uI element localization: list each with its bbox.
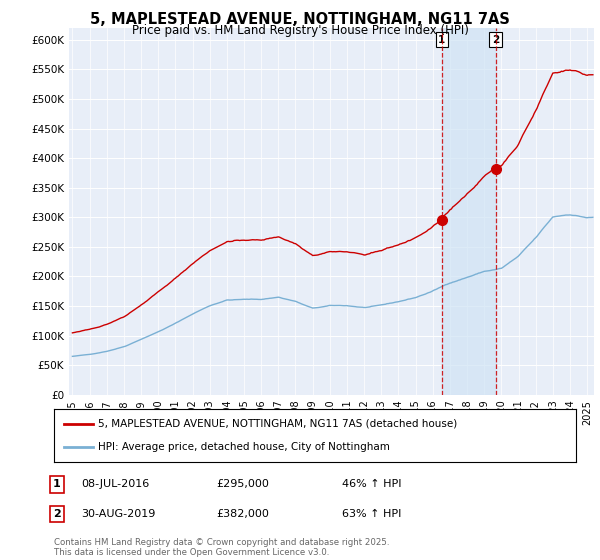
Text: £295,000: £295,000 [216, 479, 269, 489]
Bar [442, 28, 496, 395]
Text: 2: 2 [492, 35, 499, 45]
Text: £382,000: £382,000 [216, 509, 269, 519]
Text: Contains HM Land Registry data © Crown copyright and database right 2025.
This d: Contains HM Land Registry data © Crown c… [54, 538, 389, 557]
Text: 5, MAPLESTEAD AVENUE, NOTTINGHAM, NG11 7AS: 5, MAPLESTEAD AVENUE, NOTTINGHAM, NG11 7… [90, 12, 510, 27]
Text: HPI: Average price, detached house, City of Nottingham: HPI: Average price, detached house, City… [98, 442, 390, 452]
Text: Price paid vs. HM Land Registry's House Price Index (HPI): Price paid vs. HM Land Registry's House … [131, 24, 469, 37]
Text: 5, MAPLESTEAD AVENUE, NOTTINGHAM, NG11 7AS (detached house): 5, MAPLESTEAD AVENUE, NOTTINGHAM, NG11 7… [98, 419, 458, 429]
Text: 1: 1 [438, 35, 445, 45]
Text: 30-AUG-2019: 30-AUG-2019 [81, 509, 155, 519]
Text: 1: 1 [53, 479, 61, 489]
Text: 08-JUL-2016: 08-JUL-2016 [81, 479, 149, 489]
Text: 2: 2 [53, 509, 61, 519]
Text: 46% ↑ HPI: 46% ↑ HPI [342, 479, 401, 489]
Text: 63% ↑ HPI: 63% ↑ HPI [342, 509, 401, 519]
